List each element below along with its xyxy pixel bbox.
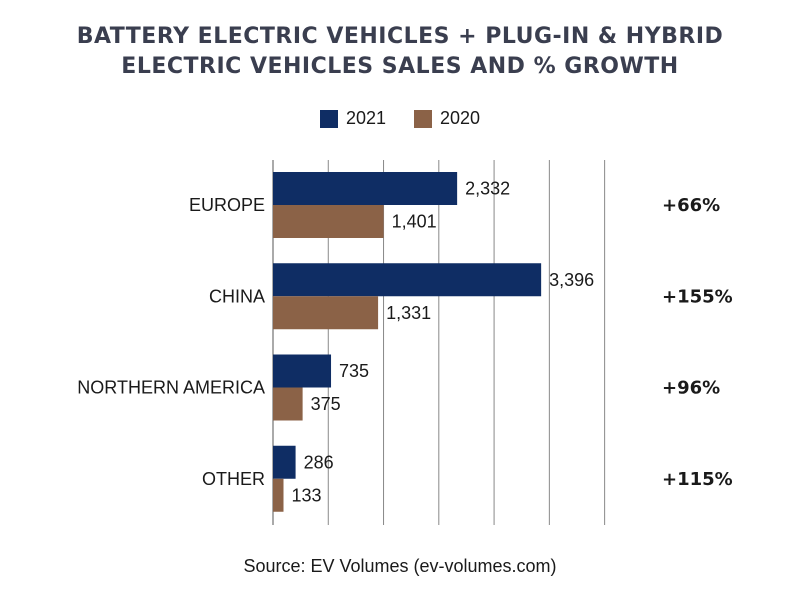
chart-title-line-2: ELECTRIC VEHICLES SALES AND % GROWTH xyxy=(121,54,679,79)
category-label: EUROPE xyxy=(189,195,265,215)
data-label-2020: 1,331 xyxy=(386,303,431,323)
data-label-2020: 133 xyxy=(292,485,322,505)
legend-item-2020: 2020 xyxy=(414,108,480,129)
data-label-2020: 375 xyxy=(311,394,341,414)
chart-title-line-1: BATTERY ELECTRIC VEHICLES + PLUG-IN & HY… xyxy=(76,24,724,49)
data-label-2021: 735 xyxy=(339,361,369,381)
bar-2020 xyxy=(273,387,303,421)
bar-2020 xyxy=(273,296,379,330)
bar-2021 xyxy=(273,445,296,479)
legend-label-2021: 2021 xyxy=(345,108,386,128)
source-note: Source: EV Volumes (ev-volumes.com) xyxy=(243,556,557,576)
data-label-2021: 3,396 xyxy=(549,270,594,290)
chart-legend: 2021 2020 xyxy=(0,108,800,129)
growth-label: +66% xyxy=(662,195,720,216)
chart-title: BATTERY ELECTRIC VEHICLES + PLUG-IN & HY… xyxy=(0,22,800,82)
growth-label: +115% xyxy=(662,469,733,490)
bar-2021 xyxy=(273,263,542,297)
legend-swatch-2020 xyxy=(414,109,432,128)
category-label: OTHER xyxy=(202,469,265,489)
category-label: CHINA xyxy=(209,286,265,306)
data-label-2020: 1,401 xyxy=(392,212,437,232)
growth-label: +96% xyxy=(662,378,720,399)
bar-2020 xyxy=(273,478,284,512)
bar-2020 xyxy=(273,205,384,238)
bar-2021 xyxy=(273,354,332,388)
legend-label-2020: 2020 xyxy=(440,108,481,128)
category-label: NORTHERN AMERICA xyxy=(77,378,265,398)
legend-swatch-2021 xyxy=(319,109,338,128)
bar-2021 xyxy=(273,172,458,205)
data-label-2021: 286 xyxy=(304,452,334,472)
data-label-2021: 2,332 xyxy=(465,179,510,199)
legend-item-2021: 2021 xyxy=(319,108,386,129)
growth-label: +155% xyxy=(662,286,733,307)
